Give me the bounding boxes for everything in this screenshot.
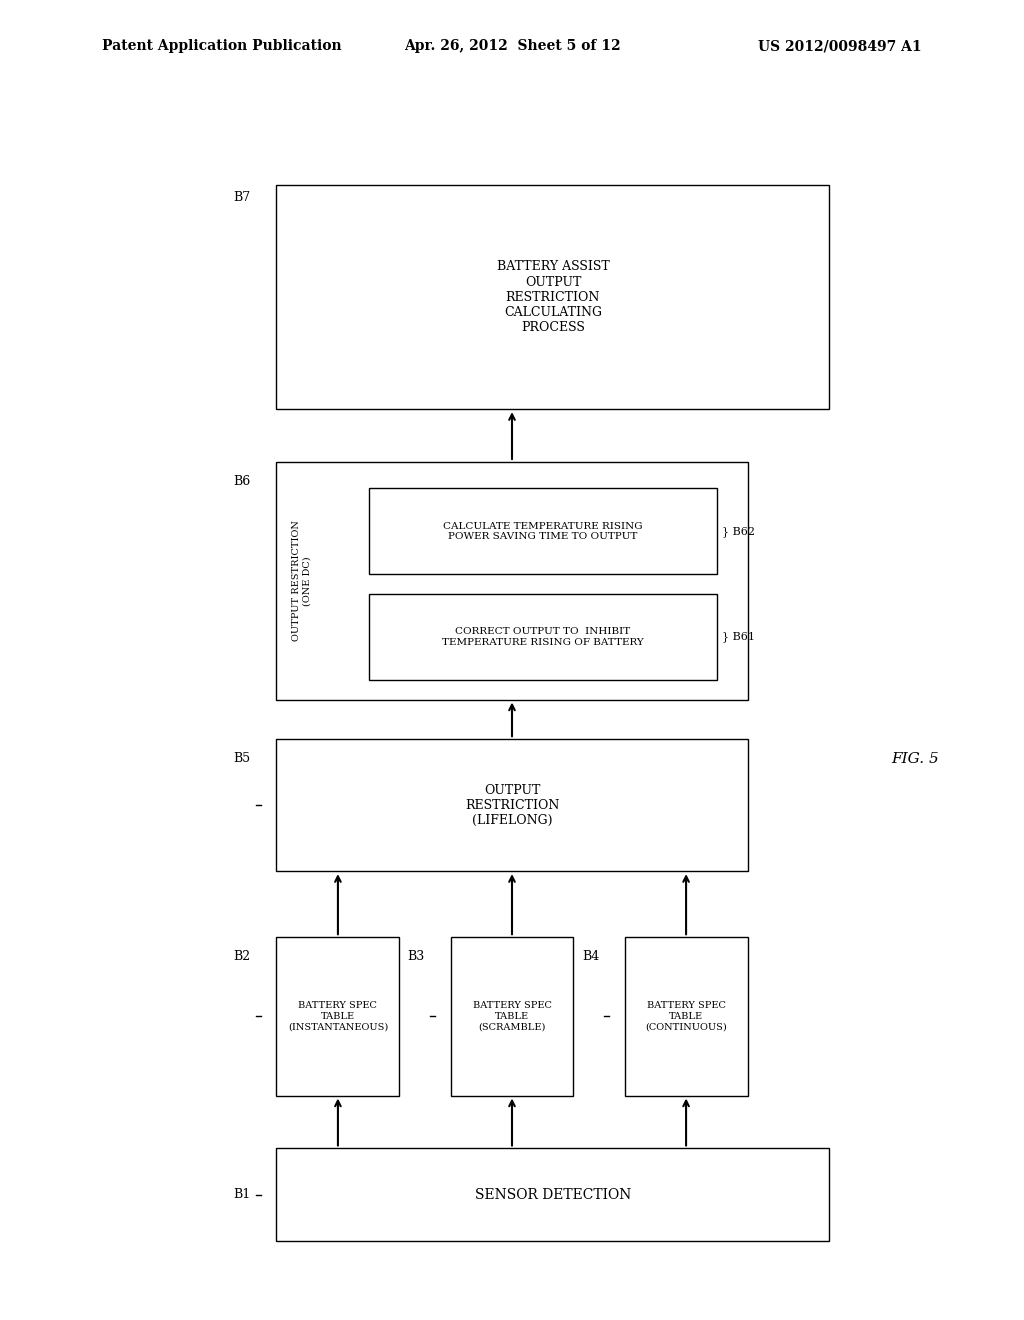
Text: B2: B2 <box>233 950 251 964</box>
Text: BATTERY SPEC
TABLE
(INSTANTANEOUS): BATTERY SPEC TABLE (INSTANTANEOUS) <box>288 1002 388 1031</box>
Text: B4: B4 <box>582 950 599 964</box>
FancyBboxPatch shape <box>276 1148 829 1241</box>
FancyBboxPatch shape <box>625 937 748 1096</box>
Text: B1: B1 <box>233 1188 251 1201</box>
FancyBboxPatch shape <box>276 462 748 700</box>
Text: OUTPUT
RESTRICTION
(LIFELONG): OUTPUT RESTRICTION (LIFELONG) <box>465 784 559 826</box>
Text: } B62: } B62 <box>722 525 755 537</box>
FancyBboxPatch shape <box>276 937 399 1096</box>
Text: CALCULATE TEMPERATURE RISING
POWER SAVING TIME TO OUTPUT: CALCULATE TEMPERATURE RISING POWER SAVIN… <box>443 521 642 541</box>
FancyBboxPatch shape <box>451 937 573 1096</box>
Text: FIG. 5: FIG. 5 <box>891 752 939 766</box>
Text: BATTERY SPEC
TABLE
(SCRAMBLE): BATTERY SPEC TABLE (SCRAMBLE) <box>472 1002 552 1031</box>
Text: BATTERY SPEC
TABLE
(CONTINUOUS): BATTERY SPEC TABLE (CONTINUOUS) <box>645 1002 727 1031</box>
FancyBboxPatch shape <box>276 739 748 871</box>
Text: US 2012/0098497 A1: US 2012/0098497 A1 <box>758 40 922 53</box>
Text: } B61: } B61 <box>722 631 755 643</box>
FancyBboxPatch shape <box>276 185 829 409</box>
Text: B3: B3 <box>408 950 425 964</box>
Text: Apr. 26, 2012  Sheet 5 of 12: Apr. 26, 2012 Sheet 5 of 12 <box>403 40 621 53</box>
FancyBboxPatch shape <box>369 488 717 574</box>
Text: CORRECT OUTPUT TO  INHIBIT
TEMPERATURE RISING OF BATTERY: CORRECT OUTPUT TO INHIBIT TEMPERATURE RI… <box>441 627 644 647</box>
Text: SENSOR DETECTION: SENSOR DETECTION <box>475 1188 631 1201</box>
Text: BATTERY ASSIST
OUTPUT
RESTRICTION
CALCULATING
PROCESS: BATTERY ASSIST OUTPUT RESTRICTION CALCUL… <box>497 260 609 334</box>
Text: B6: B6 <box>233 475 251 488</box>
Text: OUTPUT RESTRICTION
(ONE DC): OUTPUT RESTRICTION (ONE DC) <box>292 520 311 642</box>
Text: Patent Application Publication: Patent Application Publication <box>102 40 342 53</box>
Text: B7: B7 <box>233 191 251 205</box>
Text: B5: B5 <box>233 752 251 766</box>
FancyBboxPatch shape <box>369 594 717 680</box>
